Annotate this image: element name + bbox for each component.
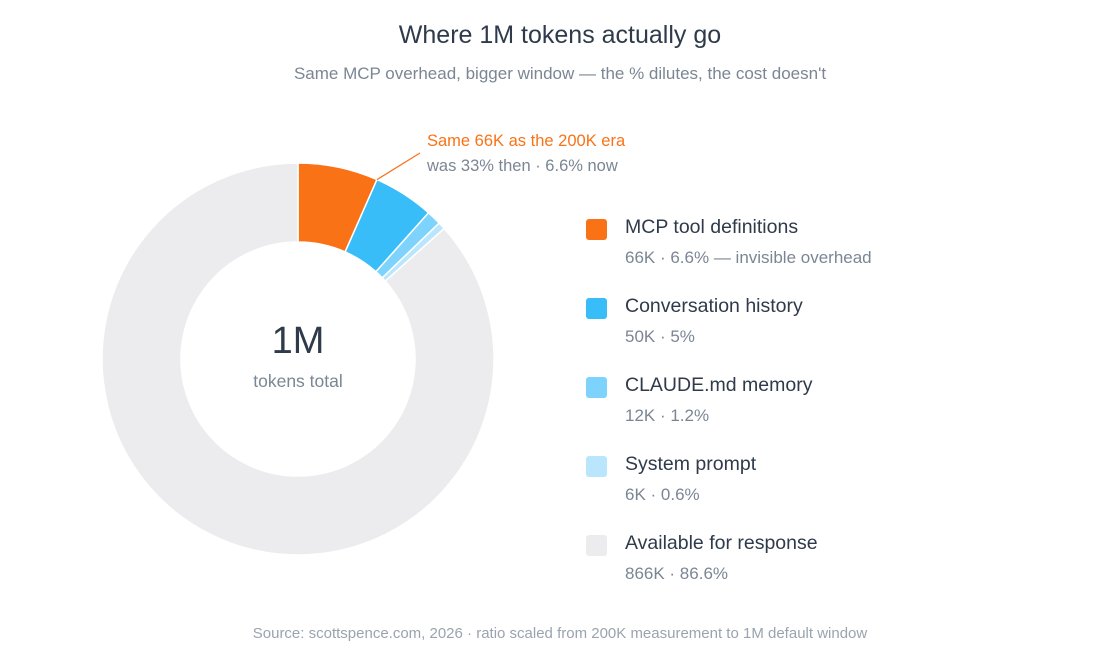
legend-label: CLAUDE.md memory xyxy=(625,374,813,396)
legend-item-mcp-tool-definitions: MCP tool definitions 66K · 6.6% — invisi… xyxy=(586,216,1086,295)
legend-swatch xyxy=(586,456,607,477)
annotation-text: was 33% then · 6.6% now xyxy=(426,157,618,175)
legend-item-system-prompt: System prompt 6K · 0.6% xyxy=(586,453,1086,532)
center-label: tokens total xyxy=(253,371,343,391)
legend-detail: 12K · 1.2% xyxy=(625,406,710,425)
donut-slice-available-for-response xyxy=(101,162,495,556)
legend-label: Available for response xyxy=(625,532,818,554)
annotation-title: Same 66K as the 200K era xyxy=(427,132,626,150)
legend-swatch xyxy=(586,377,607,398)
center-value: 1M xyxy=(272,320,325,362)
chart-legend: MCP tool definitions 66K · 6.6% — invisi… xyxy=(586,216,1086,611)
annotation-leader-line xyxy=(376,152,421,181)
legend-detail: 6K · 0.6% xyxy=(625,485,700,504)
legend-label: MCP tool definitions xyxy=(625,216,799,238)
legend-item-claude-md-memory: CLAUDE.md memory 12K · 1.2% xyxy=(586,374,1086,453)
legend-detail: 50K · 5% xyxy=(625,327,695,346)
legend-swatch xyxy=(586,535,607,556)
chart-subtitle: Same MCP overhead, bigger window — the %… xyxy=(293,64,827,83)
legend-swatch xyxy=(586,219,607,240)
legend-item-available-for-response: Available for response 866K · 86.6% xyxy=(586,532,1086,611)
chart-source-note: Source: scottspence.com, 2026 · ratio sc… xyxy=(252,625,868,642)
legend-detail: 66K · 6.6% — invisible overhead xyxy=(625,248,872,267)
legend-item-conversation-history: Conversation history 50K · 5% xyxy=(586,295,1086,374)
chart-title: Where 1M tokens actually go xyxy=(398,21,722,49)
legend-label: System prompt xyxy=(625,453,757,475)
legend-detail: 866K · 86.6% xyxy=(625,564,729,583)
legend-swatch xyxy=(586,298,607,319)
legend-label: Conversation history xyxy=(625,295,803,317)
donut-slices xyxy=(101,162,495,556)
